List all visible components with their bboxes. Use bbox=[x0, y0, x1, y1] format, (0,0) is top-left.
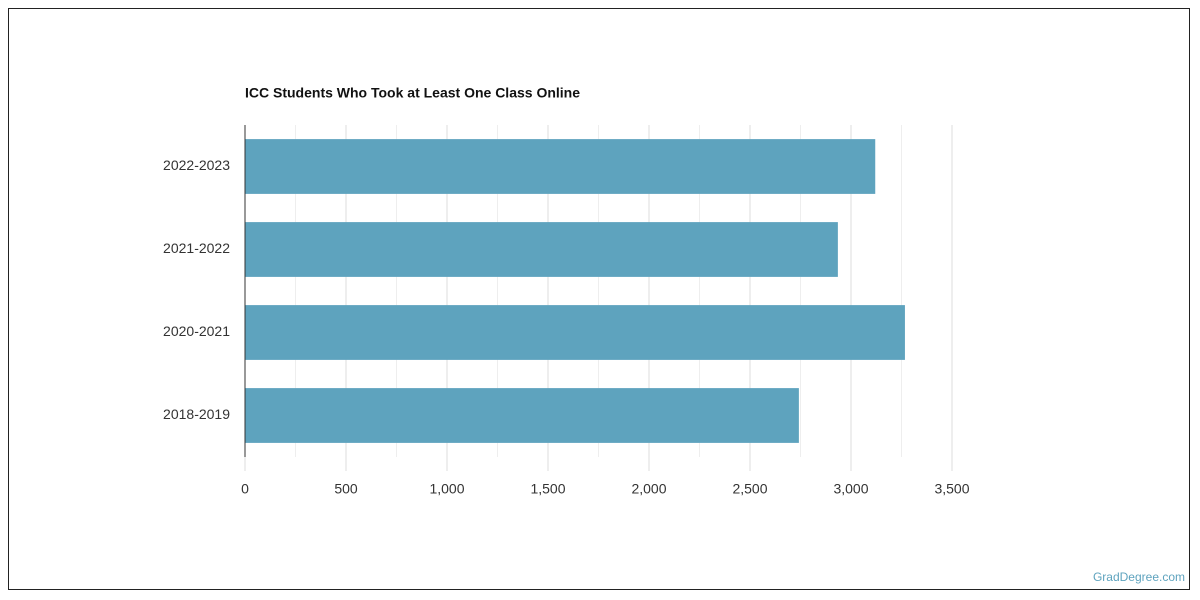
y-tick-label: 2018-2019 bbox=[163, 406, 230, 422]
y-tick-label: 2020-2021 bbox=[163, 323, 230, 339]
x-tick-label: 500 bbox=[334, 481, 358, 497]
y-tick-label: 2021-2022 bbox=[163, 240, 230, 256]
x-tick-label: 2,500 bbox=[732, 481, 767, 497]
bar bbox=[245, 139, 876, 194]
x-tick-label: 2,000 bbox=[631, 481, 666, 497]
watermark: GradDegree.com bbox=[1093, 570, 1185, 584]
x-tick-label: 1,000 bbox=[429, 481, 464, 497]
bar bbox=[245, 305, 905, 360]
bar bbox=[245, 222, 838, 277]
chart-title: ICC Students Who Took at Least One Class… bbox=[245, 85, 580, 101]
x-tick-label: 3,500 bbox=[934, 481, 969, 497]
x-tick-label: 3,000 bbox=[833, 481, 868, 497]
x-tick-label: 1,500 bbox=[530, 481, 565, 497]
bar bbox=[245, 388, 799, 443]
x-tick-label: 0 bbox=[241, 481, 249, 497]
y-tick-label: 2022-2023 bbox=[163, 157, 230, 173]
